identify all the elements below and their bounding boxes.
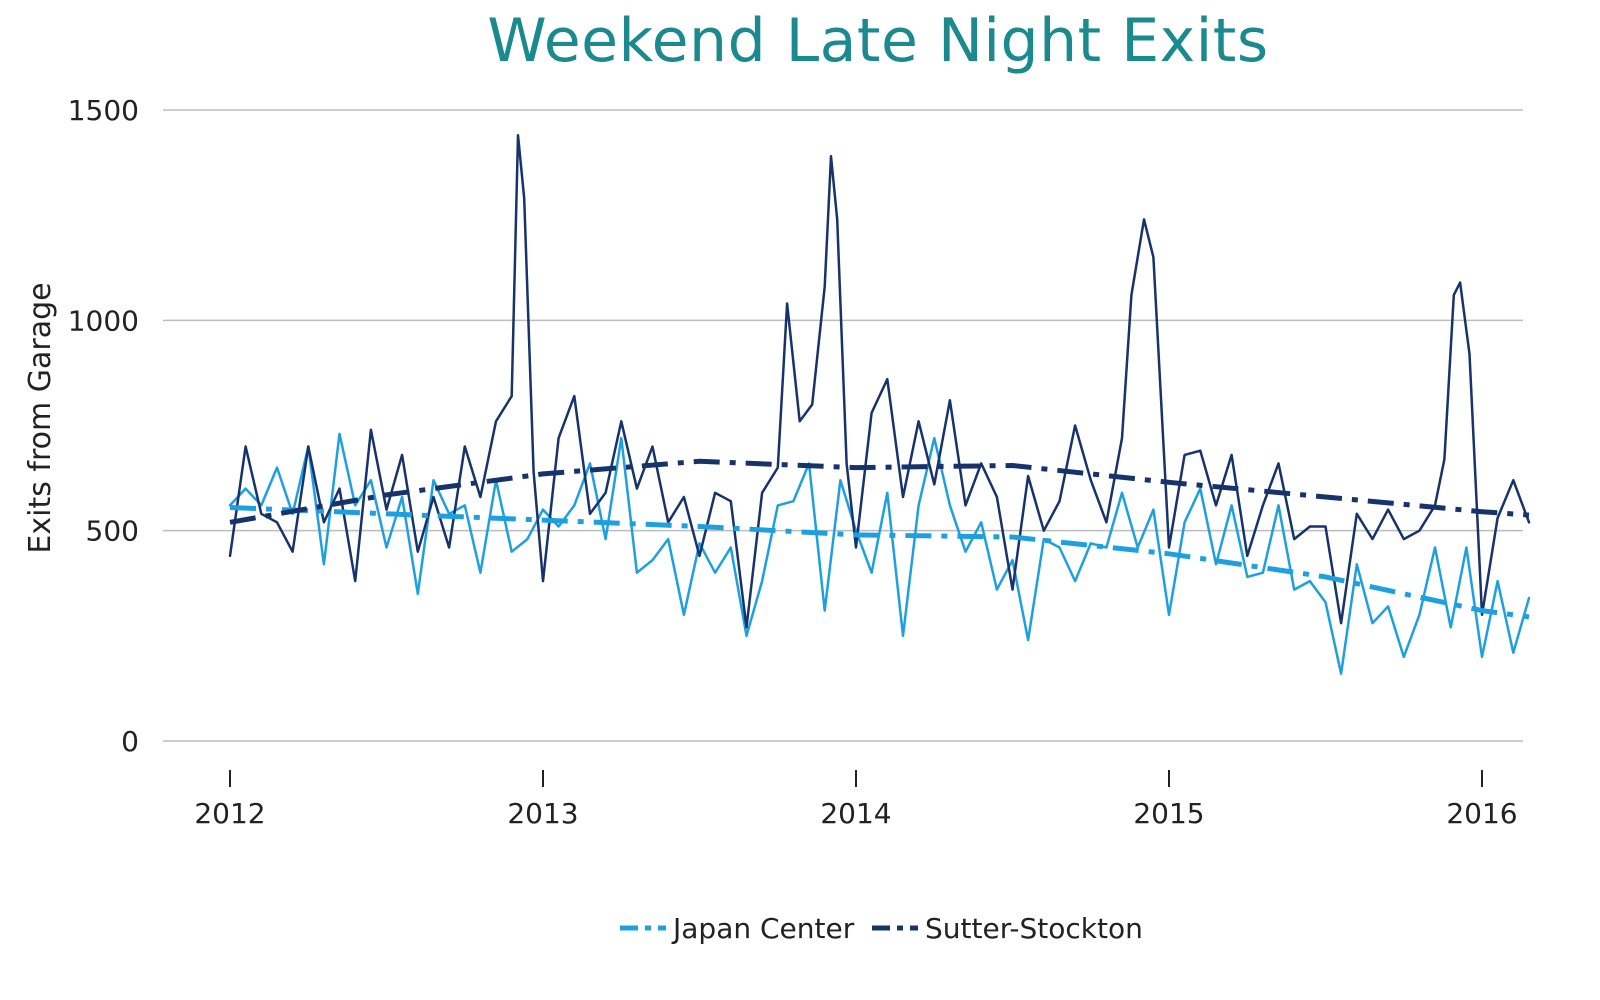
x-tick-label: 2016 bbox=[1446, 797, 1517, 830]
chart-title: Weekend Late Night Exits bbox=[487, 6, 1269, 76]
legend-item-sutter-stockton[interactable]: Sutter-Stockton bbox=[872, 912, 1143, 945]
y-tick-label: 500 bbox=[86, 515, 139, 548]
series-line-japan-center bbox=[228, 432, 1531, 675]
y-tick-label: 1500 bbox=[68, 94, 139, 127]
x-tick-label: 2012 bbox=[194, 797, 265, 830]
series-lines bbox=[228, 133, 1531, 675]
x-tick-label: 2013 bbox=[507, 797, 578, 830]
legend-item-japan-center[interactable]: Japan Center bbox=[620, 912, 855, 945]
x-axis: 2012 2013 2014 2015 2016 bbox=[194, 770, 1518, 830]
y-axis: 0 500 1000 1500 bbox=[68, 94, 139, 758]
series-line-sutter-stockton bbox=[228, 133, 1531, 629]
y-tick-label: 0 bbox=[121, 725, 139, 758]
legend[interactable]: Japan Center Sutter-Stockton bbox=[620, 912, 1143, 945]
trendline-sutter-stockton bbox=[229, 458, 1530, 525]
x-tick-label: 2014 bbox=[820, 797, 891, 830]
y-axis-title: Exits from Garage bbox=[23, 282, 58, 553]
x-tick-label: 2015 bbox=[1133, 797, 1204, 830]
gridlines bbox=[163, 109, 1523, 742]
legend-label: Sutter-Stockton bbox=[925, 912, 1143, 945]
legend-label: Japan Center bbox=[671, 912, 855, 945]
y-tick-label: 1000 bbox=[68, 304, 139, 337]
